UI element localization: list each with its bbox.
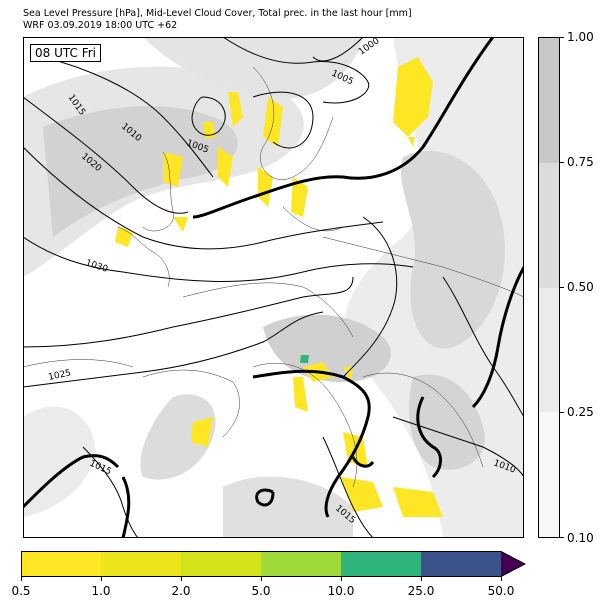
cloud-tick-label: 0.50 [567,280,594,294]
precip-band-2 [101,551,181,577]
precip-band-1 [21,551,101,577]
coastlines [23,66,524,488]
cloud-tick-label: 0.10 [567,531,594,545]
precip-band-4 [261,551,341,577]
cloud-cover-colorbar [538,37,560,538]
precip-tick-label: 10.0 [327,584,355,598]
precip-band-3 [181,551,261,577]
valid-time-label: 08 UTC Fri [30,44,101,62]
thick-isobar [23,37,524,538]
cloud-tick-label: 1.00 [567,30,594,44]
cloud-band-2 [539,162,559,288]
precip-tick-label: 0.5 [11,584,31,598]
isobars [23,37,524,538]
weather-map: 1000 1005 1005 1010 1015 1020 1030 1025 … [23,37,524,538]
precip-tick-label: 1.0 [91,584,111,598]
precip-extend-arrow [501,551,525,577]
precip-tick-label: 2.0 [171,584,191,598]
precipitation-layer [115,57,443,517]
chart-subtitle: WRF 03.09.2019 18:00 UTC +62 [23,20,178,31]
precip-tick-label: 5.0 [251,584,271,598]
cloud-tick-label: 0.75 [567,155,594,169]
precipitation-colorbar [21,551,531,577]
precip-tick-label: 50.0 [487,584,515,598]
precip-band-5 [341,551,421,577]
precip-band-6 [421,551,501,577]
chart-title: Sea Level Pressure [hPa], Mid-Level Clou… [23,8,412,19]
cloud-band-3 [539,287,559,413]
cloud-band-1 [539,38,559,163]
cloud-tick-label: 0.25 [567,405,594,419]
precip-tick-label: 25.0 [407,584,435,598]
cloud-band-4 [539,412,559,537]
isobar-label-1025: 1025 [48,368,72,383]
